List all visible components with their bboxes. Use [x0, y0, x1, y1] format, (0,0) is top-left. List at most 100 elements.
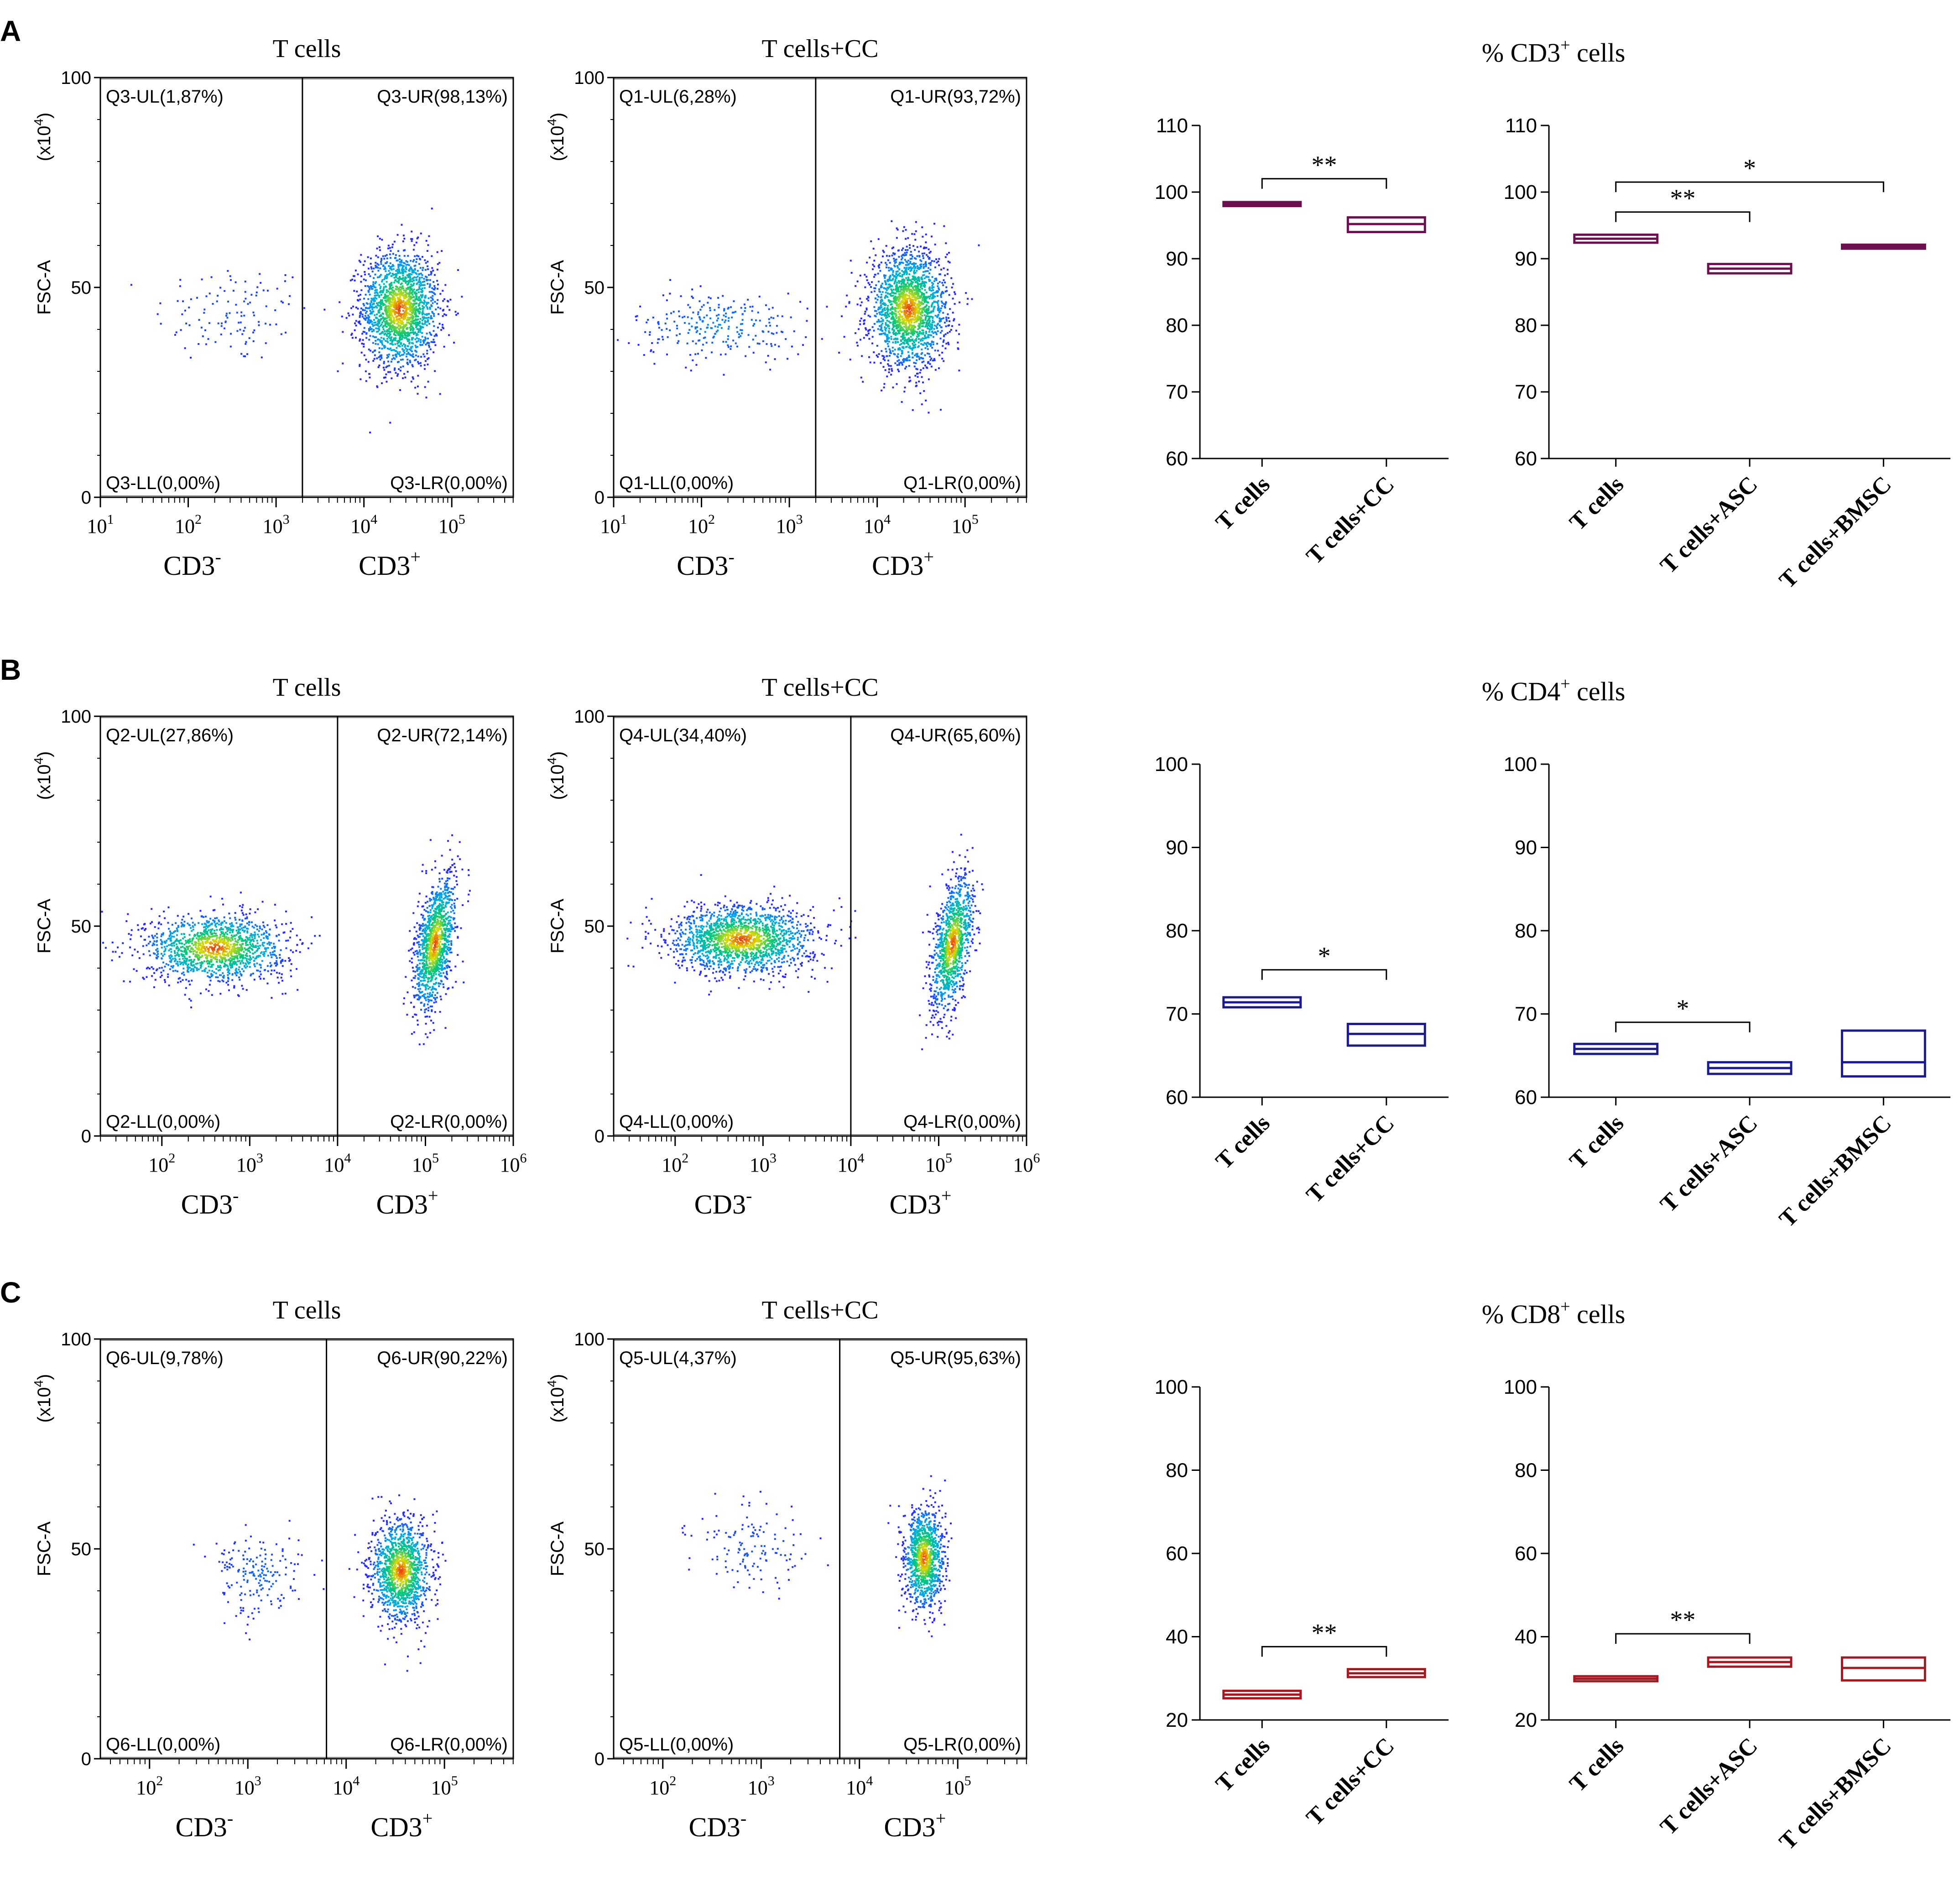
- event-dot: [894, 298, 897, 301]
- event-dot: [902, 247, 904, 250]
- event-dot: [437, 283, 439, 286]
- event-dot: [162, 961, 165, 964]
- event-dot: [252, 331, 254, 333]
- event-dot: [375, 266, 377, 269]
- event-dot: [905, 359, 907, 361]
- event-dot: [894, 266, 896, 268]
- y-axis-label: FSC-A: [34, 260, 54, 315]
- event-dot: [254, 935, 256, 938]
- event-dot: [745, 355, 747, 357]
- event-dot: [253, 959, 255, 962]
- event-dot: [933, 324, 936, 327]
- event-dot: [426, 333, 428, 335]
- event-dot: [196, 297, 198, 299]
- event-dot: [904, 286, 907, 288]
- event-dot: [904, 309, 906, 312]
- event-dot: [402, 287, 405, 290]
- event-dot: [407, 280, 410, 282]
- event-dot: [410, 323, 412, 325]
- event-dot: [914, 296, 916, 298]
- event-dot: [262, 925, 265, 927]
- event-dot: [386, 311, 389, 313]
- event-dot: [393, 329, 395, 332]
- event-dot: [407, 255, 409, 257]
- event-dot: [891, 279, 893, 281]
- event-dot: [401, 294, 403, 296]
- event-dot: [220, 325, 223, 327]
- event-dot: [169, 930, 171, 933]
- event-dot: [404, 334, 407, 337]
- event-dot: [215, 953, 217, 955]
- event-dot: [927, 270, 929, 272]
- event-dot: [893, 329, 895, 332]
- event-dot: [398, 289, 400, 291]
- event-dot: [342, 362, 344, 365]
- event-dot: [292, 928, 294, 930]
- event-dot: [399, 355, 401, 357]
- event-dot: [738, 333, 740, 335]
- event-dot: [821, 338, 823, 340]
- event-dot: [907, 281, 909, 284]
- event-dot: [805, 336, 807, 338]
- event-dot: [931, 260, 933, 262]
- event-dot: [183, 955, 186, 958]
- event-dot: [379, 238, 381, 240]
- event-dot: [421, 332, 423, 334]
- event-dot: [232, 961, 235, 964]
- event-dot: [387, 295, 389, 297]
- event-dot: [637, 344, 640, 346]
- event-dot: [893, 301, 896, 303]
- event-dot: [696, 326, 698, 328]
- event-dot: [911, 282, 913, 285]
- event-dot: [387, 316, 389, 318]
- event-dot: [404, 324, 407, 327]
- event-dot: [913, 262, 915, 264]
- event-dot: [917, 292, 919, 294]
- event-dot: [184, 994, 186, 996]
- event-dot: [407, 359, 409, 361]
- event-dot: [381, 354, 383, 356]
- event-dot: [799, 301, 802, 303]
- event-dot: [897, 307, 899, 309]
- event-dot: [948, 324, 950, 326]
- event-dot: [426, 276, 428, 278]
- event-dot: [182, 971, 185, 974]
- event-dot: [437, 313, 439, 315]
- event-dot: [884, 326, 886, 328]
- event-dot: [137, 929, 140, 931]
- event-dot: [391, 295, 394, 297]
- tick-base: 10: [350, 515, 370, 537]
- event-dot: [410, 283, 412, 286]
- event-dot: [911, 294, 913, 296]
- event-dot: [931, 305, 933, 307]
- event-dot: [914, 249, 916, 251]
- event-dot: [427, 297, 430, 299]
- tick-exp: 1: [620, 512, 627, 527]
- event-dot: [922, 333, 924, 335]
- event-dot: [856, 280, 859, 282]
- event-dot: [888, 315, 890, 318]
- event-dot: [683, 316, 686, 318]
- event-dot: [241, 912, 244, 914]
- event-dot: [417, 288, 420, 291]
- event-dot: [412, 328, 415, 330]
- event-dot: [385, 308, 387, 310]
- event-dot: [688, 323, 690, 325]
- event-dot: [385, 294, 387, 297]
- flow-dots: [101, 834, 471, 1046]
- event-dot: [367, 285, 369, 287]
- event-dot: [439, 293, 442, 295]
- event-dot: [393, 318, 395, 320]
- event-dot: [895, 292, 897, 295]
- event-dot: [921, 287, 923, 290]
- event-dot: [415, 261, 417, 263]
- event-dot: [360, 281, 362, 283]
- event-dot: [385, 340, 387, 342]
- event-dot: [925, 247, 928, 249]
- event-dot: [371, 330, 373, 333]
- event-dot: [360, 289, 363, 292]
- event-dot: [424, 259, 426, 261]
- unit-text: (x10: [34, 126, 54, 162]
- event-dot: [909, 324, 911, 327]
- event-dot: [904, 367, 907, 370]
